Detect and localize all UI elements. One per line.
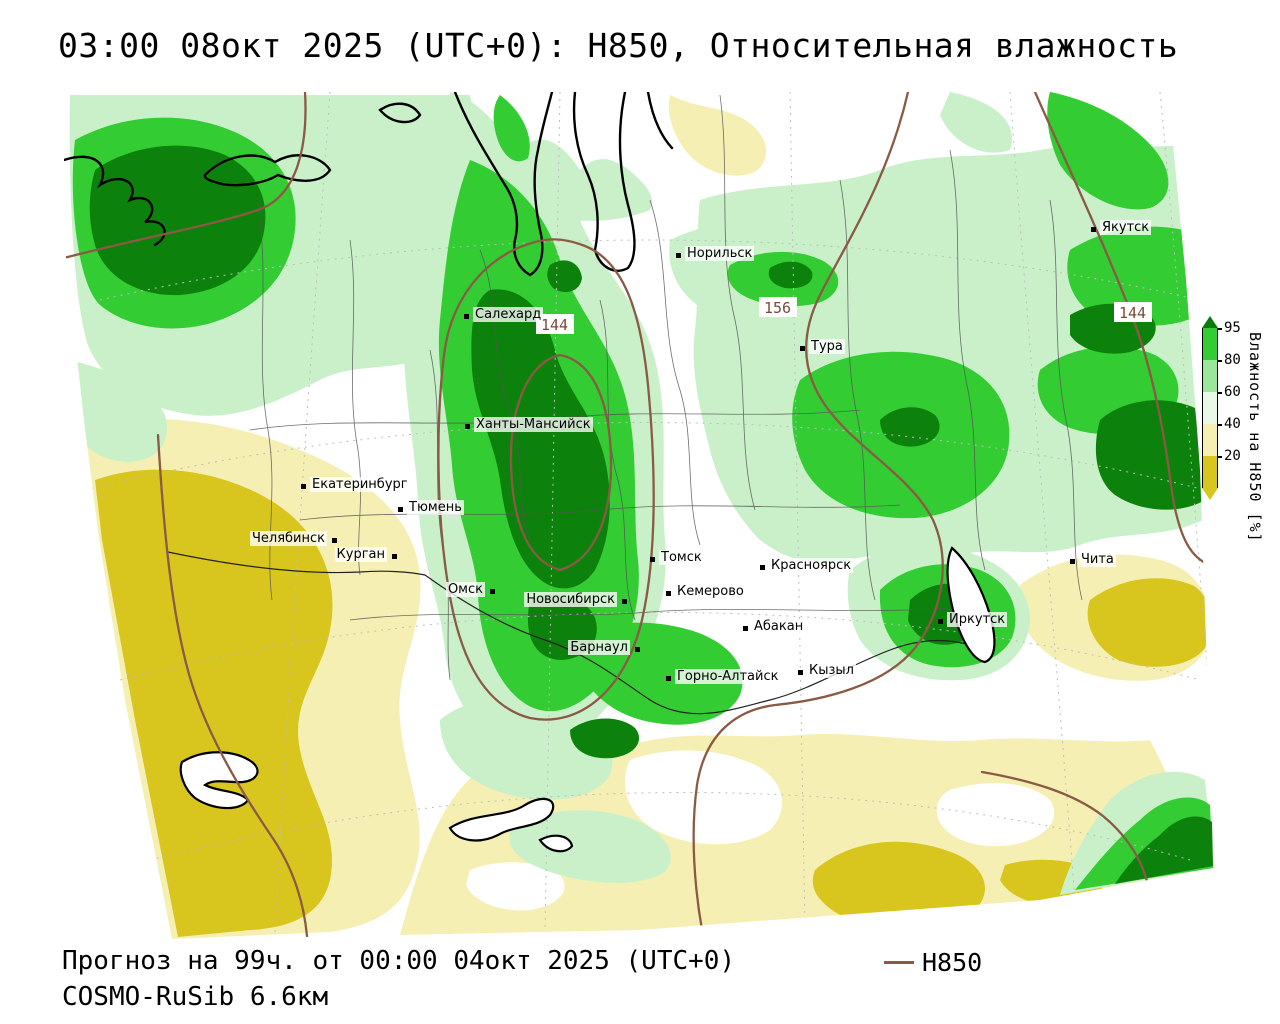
city-label: Горно-Алтайск bbox=[675, 669, 781, 684]
colorbar-segment bbox=[1202, 392, 1218, 424]
colorbar-segment bbox=[1202, 328, 1218, 360]
city-dot-icon bbox=[743, 626, 748, 631]
city-label: Норильск bbox=[685, 246, 755, 261]
city-dot-icon bbox=[666, 591, 671, 596]
colorbar-arrow-top bbox=[1202, 316, 1218, 328]
city-label: Тюмень bbox=[407, 500, 464, 515]
city-label: Екатеринбург bbox=[310, 477, 410, 492]
city-label: Омск bbox=[445, 582, 485, 597]
colorbar-tick: 20 bbox=[1217, 448, 1241, 464]
colorbar: 95 80 60 40 20 bbox=[1200, 316, 1270, 536]
h850-legend-label: H850 bbox=[922, 948, 983, 977]
national-border bbox=[167, 551, 986, 715]
city-dot-icon bbox=[760, 565, 765, 570]
city-label: Курган bbox=[334, 547, 387, 562]
colorbar-tick: 80 bbox=[1217, 352, 1241, 368]
colorbar-tick: 95 bbox=[1217, 320, 1241, 336]
city-label: Тура bbox=[809, 339, 845, 354]
city-label: Барнаул bbox=[568, 640, 630, 655]
contour-label-box bbox=[759, 297, 797, 317]
contour-label: 144 bbox=[1119, 304, 1146, 322]
city-label: Якутск bbox=[1100, 220, 1152, 235]
city-dot-icon bbox=[798, 670, 803, 675]
city-dot-icon bbox=[398, 507, 403, 512]
region-borders bbox=[249, 94, 1083, 681]
page-title: 03:00 08окт 2025 (UTC+0): H850, Относите… bbox=[58, 26, 1179, 65]
colorbar-segment bbox=[1202, 360, 1218, 392]
city-label: Красноярск bbox=[769, 558, 854, 573]
city-dot-icon bbox=[650, 557, 655, 562]
city-label: Томск bbox=[659, 550, 704, 565]
city-dot-icon bbox=[490, 589, 495, 594]
lakes bbox=[179, 546, 996, 853]
city-dot-icon bbox=[622, 599, 627, 604]
contour-label-box bbox=[1114, 302, 1152, 322]
city-dot-icon bbox=[392, 554, 397, 559]
colorbar-segment bbox=[1202, 424, 1218, 456]
coastline bbox=[64, 92, 674, 277]
contour-label: 156 bbox=[764, 299, 791, 317]
colorbar-segment bbox=[1202, 456, 1218, 488]
city-dot-icon bbox=[1091, 227, 1096, 232]
city-label: Кызыл bbox=[807, 663, 856, 678]
city-dot-icon bbox=[464, 314, 469, 319]
city-label: Абакан bbox=[752, 619, 806, 634]
city-label: Кемерово bbox=[675, 584, 746, 599]
city-dot-icon bbox=[938, 619, 943, 624]
h850-contours bbox=[64, 92, 1212, 938]
city-label: Ханты-Мансийск bbox=[474, 417, 593, 432]
colorbar-tick: 60 bbox=[1217, 384, 1241, 400]
graticule bbox=[84, 92, 1211, 936]
colorbar-axis-label: Влажность на H850 [%] bbox=[1246, 332, 1264, 543]
h850-line-sample-icon bbox=[884, 961, 914, 964]
colorbar-bar bbox=[1202, 316, 1218, 500]
dry-white-patches bbox=[466, 750, 1055, 911]
city-dot-icon bbox=[1070, 559, 1075, 564]
contour-label-box bbox=[536, 314, 574, 334]
forecast-info-text: Прогноз на 99ч. от 00:00 04окт 2025 (UTC… bbox=[62, 946, 736, 976]
city-label: Чита bbox=[1079, 552, 1116, 567]
colorbar-arrow-bottom bbox=[1202, 488, 1218, 500]
city-dot-icon bbox=[676, 253, 681, 258]
contour-label: 144 bbox=[541, 316, 568, 334]
city-dot-icon bbox=[666, 676, 671, 681]
city-label: Салехард bbox=[473, 307, 544, 322]
city-dot-icon bbox=[800, 346, 805, 351]
contour-labels: 144 156 144 bbox=[536, 297, 1152, 334]
city-label: Иркутск bbox=[947, 612, 1008, 627]
colorbar-tick: 40 bbox=[1217, 416, 1241, 432]
city-dot-icon bbox=[635, 647, 640, 652]
city-dot-icon bbox=[332, 538, 337, 543]
city-dot-icon bbox=[465, 424, 470, 429]
model-info-text: COSMO-RuSib 6.6км bbox=[62, 982, 329, 1012]
city-label: Челябинск bbox=[249, 531, 327, 546]
city-dot-icon bbox=[301, 484, 306, 489]
city-label: Новосибирск bbox=[524, 592, 617, 607]
